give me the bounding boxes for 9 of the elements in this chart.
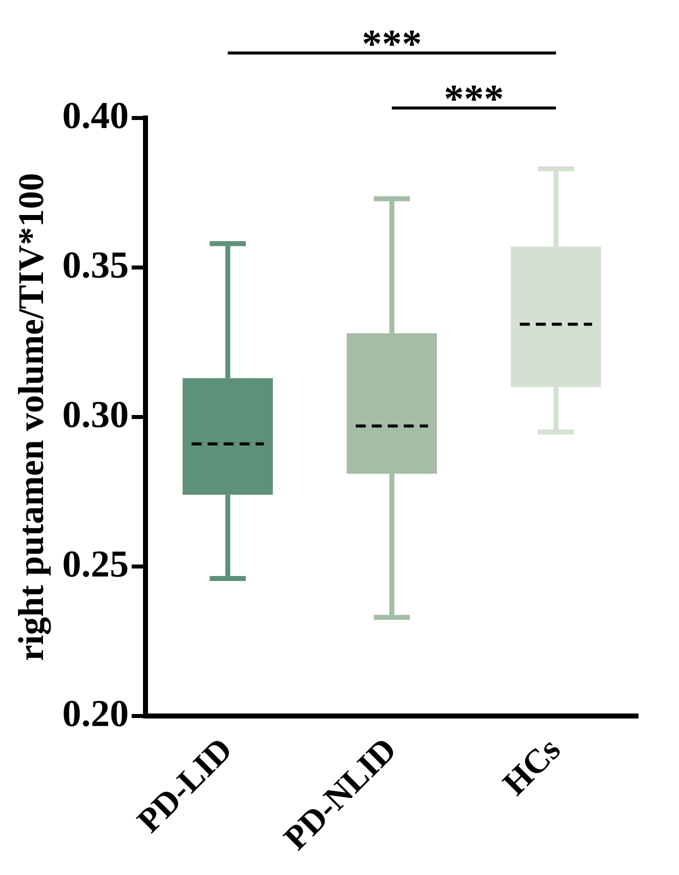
- annotation: ***: [444, 76, 504, 121]
- y-axis-title: right putamen volume/TIV*100: [10, 172, 51, 662]
- y-tick-label: 0.20: [62, 692, 129, 735]
- y-tick-label: 0.30: [62, 394, 129, 436]
- y-tick-label: 0.35: [62, 244, 129, 286]
- x-tick-label: HCs: [496, 731, 568, 803]
- text: ***: [362, 21, 422, 66]
- y-tick-label: 0.25: [62, 543, 129, 586]
- y-tick-label: 0.40: [62, 94, 129, 137]
